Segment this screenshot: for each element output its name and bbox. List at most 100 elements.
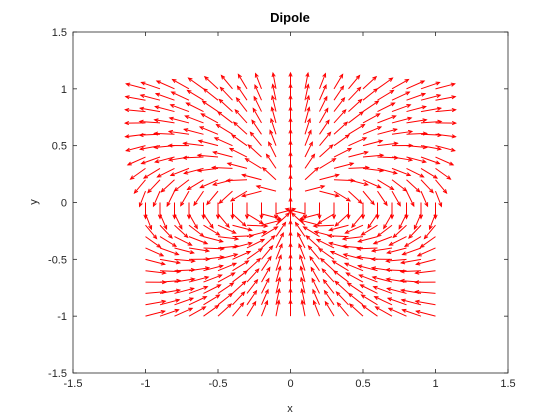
field-arrow-head [167, 157, 174, 162]
field-arrow-shaft [126, 83, 146, 90]
field-arrow-head [435, 81, 441, 86]
field-arrow-shaft [333, 85, 344, 101]
field-arrow-head [306, 117, 311, 123]
field-arrow-head [124, 107, 130, 113]
field-arrow-shaft [362, 179, 381, 189]
field-arrow-shaft [420, 167, 438, 179]
field-arrow [187, 77, 204, 90]
field-arrow [275, 221, 287, 237]
field-arrow [254, 84, 262, 101]
field-arrow-shaft [213, 151, 233, 158]
field-arrow-head [317, 214, 322, 220]
field-arrow [185, 102, 204, 113]
field-arrow-shaft [406, 190, 415, 207]
field-arrow-shaft [334, 213, 349, 227]
field-arrow [385, 258, 407, 263]
field-arrow-head [357, 264, 363, 269]
field-arrow [435, 190, 443, 208]
field-arrow [261, 288, 269, 305]
field-arrow-head [155, 80, 161, 85]
field-arrow-shaft [217, 293, 233, 306]
field-arrow-shaft [159, 309, 179, 317]
field-arrow-shaft [324, 290, 335, 306]
field-arrow [217, 224, 237, 234]
field-arrow-shaft [319, 174, 339, 181]
field-arrow-shaft [337, 302, 349, 317]
x-tick-label: 0.5 [355, 378, 370, 390]
field-arrow [236, 85, 248, 101]
field-arrow-shaft [145, 270, 166, 274]
field-arrow [124, 107, 146, 113]
field-arrow-shaft [391, 79, 409, 90]
field-arrow [288, 71, 293, 89]
field-arrow-shaft [344, 262, 364, 272]
field-arrow [311, 277, 320, 294]
field-arrow-head [378, 139, 384, 144]
field-arrow-shaft [180, 190, 190, 206]
field-arrow-head [299, 216, 305, 221]
field-arrow-head [152, 202, 157, 208]
field-arrow [299, 265, 306, 283]
field-arrow [157, 202, 163, 220]
field-arrow-head [264, 299, 269, 305]
field-arrow-head [168, 116, 174, 121]
field-arrow [201, 202, 206, 220]
field-arrow [419, 236, 436, 249]
field-arrow [319, 119, 330, 135]
field-arrow-shaft [435, 145, 455, 152]
field-arrow-head [270, 117, 275, 123]
field-arrow [361, 304, 378, 317]
field-arrow-head [298, 242, 303, 249]
field-arrow [271, 71, 277, 89]
field-arrow-shaft [319, 144, 334, 158]
field-arrow-head [322, 72, 327, 78]
field-arrow-head [218, 264, 224, 269]
field-arrow-shaft [375, 306, 393, 317]
field-arrow-head [167, 143, 173, 148]
field-arrow-shaft [242, 190, 262, 197]
field-arrow [418, 202, 424, 220]
field-arrow [304, 184, 326, 192]
field-arrow-head [432, 174, 439, 179]
field-arrow-head [342, 253, 348, 258]
field-arrow [261, 299, 269, 317]
x-tick-label: 1.5 [500, 378, 515, 390]
field-arrow-head [385, 267, 391, 273]
field-arrow-shaft [406, 156, 426, 163]
field-arrow [435, 107, 457, 113]
field-arrow-head [174, 251, 180, 256]
field-arrow-head [356, 246, 362, 251]
field-arrow [324, 300, 335, 317]
field-arrow-shaft [203, 236, 223, 243]
field-arrow [265, 153, 277, 169]
field-arrow-head [233, 253, 239, 258]
field-arrow [261, 245, 274, 260]
field-arrow [420, 94, 442, 101]
field-arrow-shaft [217, 272, 235, 283]
field-arrow-shaft [246, 224, 268, 227]
field-arrow-shaft [217, 262, 237, 272]
field-arrow-shaft [170, 167, 190, 176]
field-arrow-shaft [174, 236, 192, 246]
field-arrow [206, 190, 219, 206]
field-arrow-shaft [386, 258, 407, 262]
field-arrow-shaft [272, 73, 277, 89]
field-arrow-shaft [174, 179, 190, 192]
field-arrow-head [216, 111, 222, 116]
field-arrow-head [386, 297, 393, 302]
field-arrow [420, 145, 442, 151]
field-arrow-shaft [420, 145, 441, 150]
field-arrow-shaft [254, 84, 262, 101]
field-arrow-head [271, 83, 276, 89]
field-arrow-head [419, 173, 425, 178]
field-arrow-head [277, 254, 282, 260]
field-arrow-shaft [304, 167, 319, 181]
field-arrow-head [302, 226, 308, 231]
field-arrow [403, 236, 422, 248]
field-arrow [182, 141, 204, 147]
field-arrow-shaft [349, 303, 364, 317]
field-arrow [367, 213, 378, 229]
field-arrow-shaft [271, 107, 277, 124]
x-tick-label: 1 [432, 378, 438, 390]
field-arrow-head [123, 120, 130, 126]
